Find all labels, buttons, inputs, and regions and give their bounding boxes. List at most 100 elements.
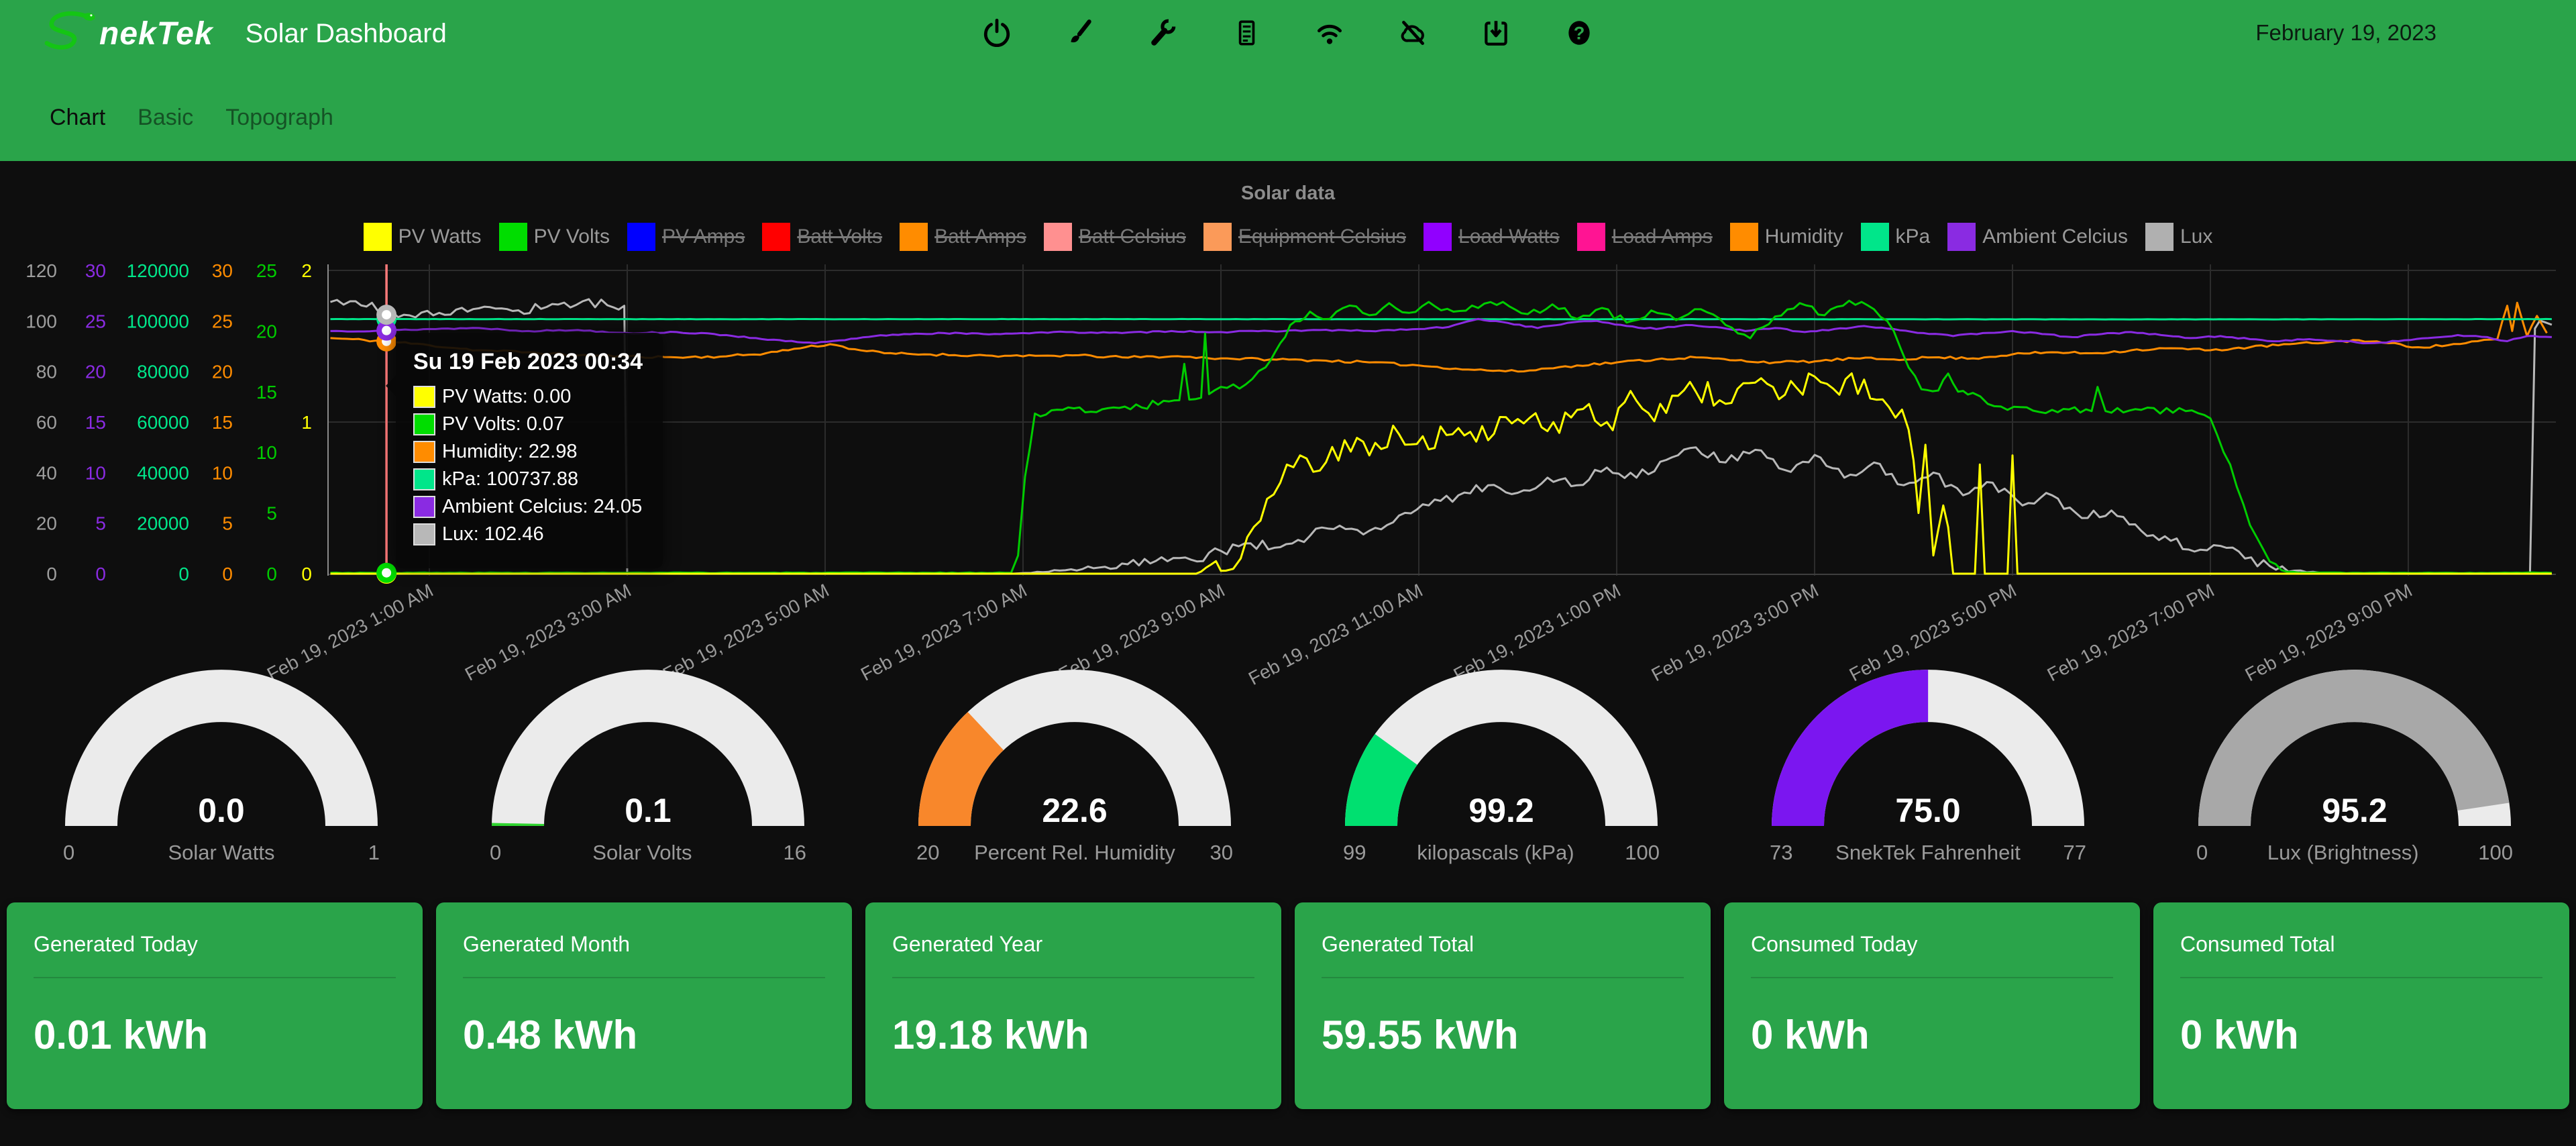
tooltip-swatch-icon <box>413 496 435 518</box>
gauge-min: 20 <box>916 841 940 864</box>
gauge-value: 99.2 <box>1468 792 1534 829</box>
gauge-kilopascals-kpa-: 99.2 99 kilopascals (kPa) 100 <box>1288 661 1715 865</box>
chart-tooltip: Su 19 Feb 2023 00:34 PV Watts: 0.00 PV Vo… <box>385 333 663 568</box>
legend-label: Ambient Celcius <box>1982 225 2128 248</box>
stat-card-generated-total: Generated Total 59.55 kWh <box>1295 902 1711 1109</box>
header-toolbar: ? <box>981 17 1595 48</box>
legend-label: Batt Volts <box>797 225 883 248</box>
gauge-min: 0 <box>63 841 75 864</box>
stat-card-title: Generated Year <box>892 932 1043 956</box>
legend-label: Batt Amps <box>934 225 1026 248</box>
tooltip-row: kPa: 100737.88 <box>413 468 643 490</box>
gauge-value: 22.6 <box>1042 792 1107 829</box>
legend-swatch-icon <box>363 223 392 251</box>
legend-item-batt-volts[interactable]: Batt Volts <box>762 223 882 251</box>
gauge-value: 0.1 <box>625 792 672 829</box>
tooltip-row: PV Watts: 0.00 <box>413 386 643 408</box>
logo-text: nekTek <box>99 15 213 52</box>
legend-label: Equipment Celsius <box>1238 225 1407 248</box>
stat-card-divider <box>2180 977 2542 978</box>
legend-item-load-amps[interactable]: Load Amps <box>1576 223 1713 251</box>
stat-card-title: Generated Today <box>34 932 198 956</box>
legend-item-ambient-celcius[interactable]: Ambient Celcius <box>1947 223 2128 251</box>
legend-item-humidity[interactable]: Humidity <box>1729 223 1843 251</box>
tab-topograph[interactable]: Topograph <box>225 105 333 130</box>
chart-legend: PV Watts PV Volts PV Amps Batt Volts Batt Am… <box>0 223 2576 251</box>
download-icon[interactable] <box>1481 17 1511 48</box>
legend-item-batt-celsius[interactable]: Batt Celsius <box>1043 223 1186 251</box>
legend-label: Load Amps <box>1611 225 1713 248</box>
gauge-min: 0 <box>490 841 502 864</box>
tooltip-swatch-icon <box>413 386 435 408</box>
gauge-arc: 95.2 <box>2198 670 2511 829</box>
legend-item-lux[interactable]: Lux <box>2145 223 2212 251</box>
tooltip-swatch-icon <box>413 413 435 435</box>
gauge-max: 1 <box>368 841 380 864</box>
legend-item-load-watts[interactable]: Load Watts <box>1424 223 1560 251</box>
gauge-title: Solar Volts <box>592 841 692 864</box>
gauge-percent-rel-humidity: 22.6 20 Percent Rel. Humidity 30 <box>861 661 1288 865</box>
stat-card-value: 19.18 kWh <box>892 1012 1089 1057</box>
gauge-lux-brightness-: 95.2 0 Lux (Brightness) 100 <box>2141 661 2568 865</box>
stat-card-generated-month: Generated Month 0.48 kWh <box>436 902 852 1109</box>
gauge-row: 0.0 0 Solar Watts 1 0.1 0 Solar Volts 16 22.6 20 P… <box>0 647 2576 865</box>
stat-card-value: 0.48 kWh <box>463 1012 638 1057</box>
legend-item-pv-volts[interactable]: PV Volts <box>498 223 610 251</box>
legend-swatch-icon <box>1424 223 1452 251</box>
tooltip-swatch-icon <box>413 441 435 463</box>
legend-item-batt-amps[interactable]: Batt Amps <box>900 223 1026 251</box>
chart-title: Solar data <box>1240 183 1336 204</box>
gauge-solar-watts: 0.0 0 Solar Watts 1 <box>8 661 435 865</box>
legend-label: PV Amps <box>661 225 745 248</box>
legend-label: Batt Celsius <box>1078 225 1186 248</box>
table-icon[interactable] <box>1231 17 1262 48</box>
tooltip-value: Ambient Celcius: 24.05 <box>442 496 643 517</box>
help-icon[interactable]: ? <box>1564 17 1595 48</box>
brush-icon[interactable] <box>1065 17 1095 48</box>
stat-card-divider <box>1751 977 2113 978</box>
gauge-snektek-fahrenheit: 75.0 73 SnekTek Fahrenheit 77 <box>1715 661 2141 865</box>
legend-item-equipment-celsius[interactable]: Equipment Celsius <box>1203 223 1406 251</box>
tab-basic[interactable]: Basic <box>138 105 194 130</box>
legend-swatch-icon <box>1203 223 1232 251</box>
current-date: February 19, 2023 <box>2255 20 2436 45</box>
gauge-title: kilopascals (kPa) <box>1417 841 1574 864</box>
tooltip-row: Humidity: 22.98 <box>413 441 643 463</box>
stat-card-generated-year: Generated Year 19.18 kWh <box>865 902 1281 1109</box>
stat-card-value: 0.01 kWh <box>34 1012 209 1057</box>
gauge-max: 30 <box>1210 841 1233 864</box>
view-tabs: Chart Basic Topograph <box>0 67 2576 131</box>
cloud-off-icon[interactable] <box>1397 17 1428 48</box>
legend-item-pv-amps[interactable]: PV Amps <box>627 223 745 251</box>
wifi-icon[interactable] <box>1314 17 1345 48</box>
legend-item-kpa[interactable]: kPa <box>1860 223 1931 251</box>
gauge-max: 100 <box>1625 841 1660 864</box>
gauge-min: 0 <box>2196 841 2208 864</box>
tooltip-value: Lux: 102.46 <box>442 523 544 545</box>
legend-label: Humidity <box>1764 225 1843 248</box>
legend-swatch-icon <box>2145 223 2174 251</box>
tooltip-value: Humidity: 22.98 <box>442 441 578 462</box>
tooltip-row: Ambient Celcius: 24.05 <box>413 496 643 518</box>
stat-card-divider <box>463 977 825 978</box>
app-header: nekTek Solar Dashboard <box>0 0 2576 161</box>
tooltip-swatch-icon <box>413 468 435 490</box>
gauge-value: 75.0 <box>1895 792 1960 829</box>
gauge-title: Lux (Brightness) <box>2267 841 2419 864</box>
gauge-arc: 0.0 <box>65 670 378 829</box>
legend-label: PV Volts <box>533 225 610 248</box>
gauge-arc: 75.0 <box>1772 670 2084 829</box>
tooltip-swatch-icon <box>413 523 435 545</box>
gauge-max: 16 <box>783 841 806 864</box>
tab-chart[interactable]: Chart <box>50 105 106 130</box>
legend-label: kPa <box>1895 225 1931 248</box>
wrench-icon[interactable] <box>1148 17 1179 48</box>
gauge-title: SnekTek Fahrenheit <box>1835 841 2021 864</box>
legend-swatch-icon <box>762 223 791 251</box>
gauge-min: 99 <box>1343 841 1366 864</box>
legend-item-pv-watts[interactable]: PV Watts <box>363 223 482 251</box>
stat-card-divider <box>892 977 1254 978</box>
power-icon[interactable] <box>981 17 1012 48</box>
page-title: Solar Dashboard <box>245 18 447 48</box>
legend-label: PV Watts <box>398 225 482 248</box>
